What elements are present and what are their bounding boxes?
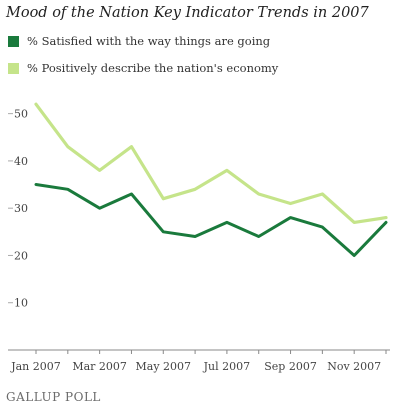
- legend-label-satisfied: % Satisfied with the way things are goin…: [27, 34, 271, 48]
- x-tick-label: Nov 2007: [327, 360, 381, 373]
- x-tick-label: Sep 2007: [264, 360, 317, 373]
- legend-entry-economy: % Positively describe the nation's econo…: [8, 61, 278, 75]
- y-axis: 10 20 30 40 50: [8, 108, 28, 351]
- series-line-satisfied: [34, 183, 388, 257]
- series-layer: [34, 102, 388, 257]
- x-tick-label: Mar 2007: [72, 360, 127, 373]
- chart-title: Mood of the Nation Key Indicator Trends …: [6, 5, 369, 21]
- y-tick-label: 30: [14, 202, 28, 215]
- y-tick-label: 40: [14, 155, 28, 168]
- source-label: GALLUP POLL: [6, 390, 101, 404]
- y-tick-label: 50: [14, 108, 28, 121]
- legend-label-economy: % Positively describe the nation's econo…: [27, 61, 279, 75]
- x-tick-label: Jan 2007: [10, 360, 61, 373]
- x-axis: Jan 2007 Mar 2007 May 2007 Jul 2007 Sep 2007…: [8, 349, 390, 373]
- legend-swatch-economy: [8, 62, 19, 74]
- y-tick-label: 20: [14, 249, 28, 262]
- legend-swatch-satisfied: [8, 35, 19, 47]
- x-tick-label: Jul 2007: [203, 360, 251, 373]
- x-tick-label: May 2007: [136, 360, 192, 373]
- y-tick-label: 10: [14, 297, 28, 310]
- legend-entry-satisfied: % Satisfied with the way things are goin…: [8, 34, 270, 48]
- series-line-economy: [34, 102, 388, 224]
